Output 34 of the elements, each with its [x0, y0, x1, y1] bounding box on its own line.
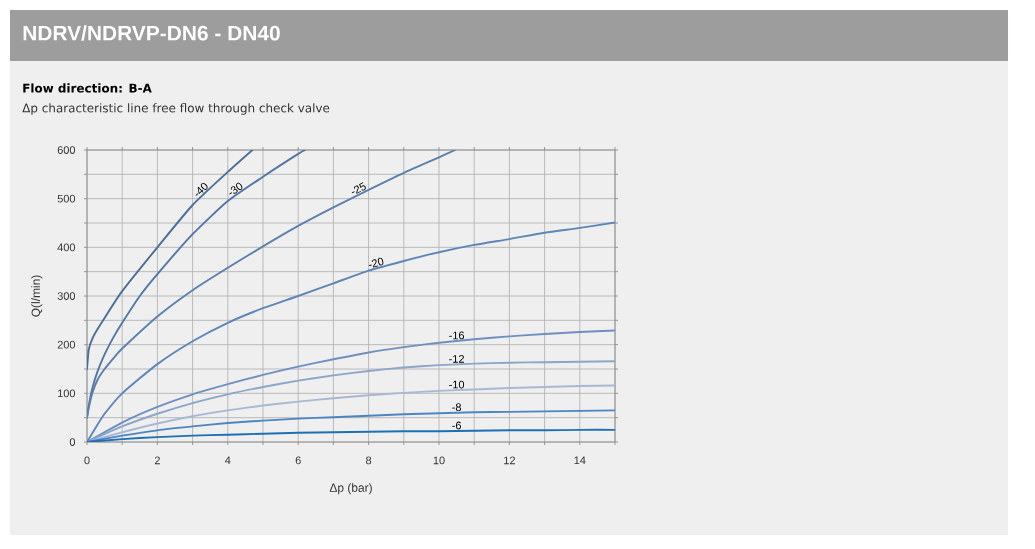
series-label: -10 [449, 380, 465, 389]
y-tick-label: 0 [69, 438, 76, 446]
line-series [87, 329, 615, 442]
x-axis-title: Δp (bar) [329, 483, 372, 495]
line-series [87, 428, 615, 442]
series-label: -6 [452, 421, 461, 430]
x-tick-label: 12 [504, 456, 515, 465]
line-series [87, 409, 615, 442]
y-tick-label: 600 [57, 146, 76, 154]
text: -20 [368, 257, 384, 268]
line-series [87, 150, 254, 370]
text: -25 [351, 182, 366, 194]
x-tick-label: 2 [154, 456, 160, 465]
line-series [87, 221, 615, 442]
y-tick-label: 200 [57, 340, 76, 349]
y-axis-title: Q(l/min) [31, 275, 43, 317]
text: -40 [195, 182, 208, 196]
text: -30 [229, 182, 243, 195]
chart-title: NDRV/NDRVP-DN6 - DN40 [23, 25, 280, 41]
x-tick-label: 0 [84, 456, 90, 465]
x-tick-label: 14 [574, 456, 586, 465]
x-tick-label: 10 [433, 456, 445, 465]
y-tick-label: 400 [57, 243, 76, 252]
y-tick-label: 500 [57, 194, 76, 203]
x-tick-label: 6 [295, 456, 301, 465]
text: Δp characteristic line free flow through check valve [22, 103, 330, 115]
x-tick-label: 8 [366, 456, 372, 465]
chart-subtitle: Flow direction: B-A [23, 83, 152, 93]
x-tick-label: 4 [225, 456, 231, 465]
series-label: -16 [449, 331, 465, 340]
y-tick-label: 100 [58, 389, 76, 398]
series-label: -8 [452, 403, 461, 412]
series-label: -12 [449, 355, 464, 363]
y-tick-label: 300 [57, 292, 76, 300]
